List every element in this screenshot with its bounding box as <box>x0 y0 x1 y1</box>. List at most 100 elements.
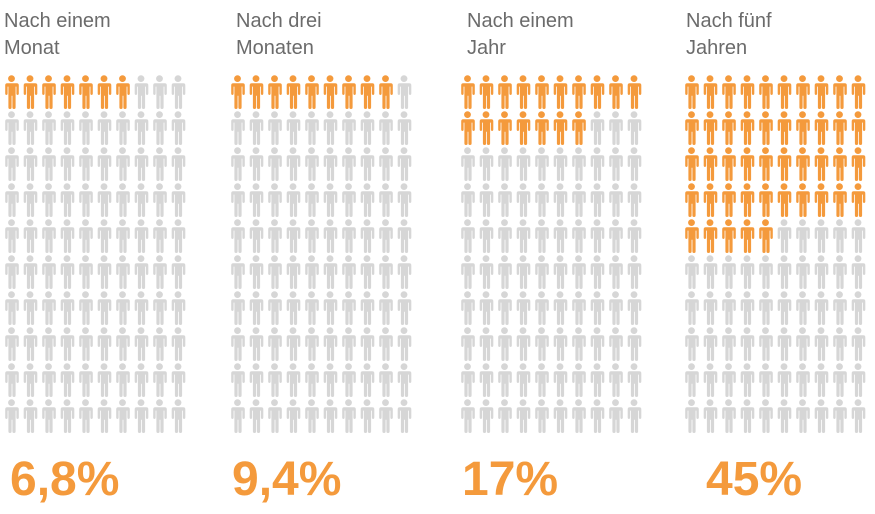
person-icon <box>609 291 623 325</box>
person-icon <box>97 363 112 397</box>
person-icon <box>703 255 718 289</box>
person-icon <box>360 183 375 217</box>
person-icon-highlighted <box>722 75 736 109</box>
person-icon <box>851 291 866 325</box>
person-icon <box>268 291 282 325</box>
person-icon <box>116 147 130 181</box>
person-icon <box>116 291 130 325</box>
person-icon <box>553 363 568 397</box>
person-icon <box>397 291 412 325</box>
person-icon-highlighted <box>851 75 866 109</box>
person-icon-highlighted <box>42 75 56 109</box>
person-icon <box>134 111 149 145</box>
person-icon <box>703 327 718 361</box>
person-icon <box>627 183 642 217</box>
person-icon <box>609 399 623 433</box>
person-icon <box>397 255 412 289</box>
person-icon <box>231 327 245 361</box>
person-icon <box>397 399 412 433</box>
person-icon <box>171 183 186 217</box>
person-icon-highlighted <box>759 75 773 109</box>
person-icon-highlighted <box>23 75 38 109</box>
person-icon <box>286 255 301 289</box>
person-icon-highlighted <box>814 75 829 109</box>
person-icon <box>740 327 755 361</box>
person-icon <box>479 291 494 325</box>
person-icon <box>323 399 338 433</box>
person-icon <box>305 183 319 217</box>
person-icon <box>42 219 56 253</box>
person-icon <box>305 399 319 433</box>
person-icon-highlighted <box>703 219 718 253</box>
person-icon <box>609 183 623 217</box>
person-icon-highlighted <box>461 75 475 109</box>
person-icon <box>323 291 338 325</box>
person-icon <box>323 219 338 253</box>
person-icon <box>479 219 494 253</box>
person-icon <box>703 291 718 325</box>
person-icon <box>609 363 623 397</box>
person-icon <box>5 219 19 253</box>
person-icon-highlighted <box>97 75 112 109</box>
person-icon <box>397 111 412 145</box>
person-icon <box>498 327 512 361</box>
people-grid <box>685 75 866 433</box>
person-icon <box>777 219 792 253</box>
person-icon <box>305 111 319 145</box>
person-icon-highlighted <box>685 219 699 253</box>
person-icon <box>851 399 866 433</box>
person-icon-highlighted <box>609 75 623 109</box>
person-icon <box>814 291 829 325</box>
person-icon <box>379 147 393 181</box>
person-icon-highlighted <box>479 75 494 109</box>
person-icon <box>79 291 93 325</box>
person-icon-highlighted <box>777 183 792 217</box>
person-icon <box>759 327 773 361</box>
person-icon <box>535 399 549 433</box>
person-icon-highlighted <box>851 147 866 181</box>
person-icon <box>535 255 549 289</box>
person-icon <box>286 291 301 325</box>
person-icon <box>60 183 75 217</box>
person-icon-highlighted <box>572 75 586 109</box>
person-icon-highlighted <box>685 111 699 145</box>
person-icon-highlighted <box>759 183 773 217</box>
person-icon <box>323 111 338 145</box>
person-icon <box>286 363 301 397</box>
person-icon <box>777 363 792 397</box>
person-icon-highlighted <box>268 75 282 109</box>
person-icon-highlighted <box>759 147 773 181</box>
person-icon <box>535 327 549 361</box>
person-icon-highlighted <box>796 75 810 109</box>
person-icon <box>740 363 755 397</box>
person-icon <box>286 327 301 361</box>
person-icon <box>79 255 93 289</box>
person-icon <box>23 147 38 181</box>
person-icon-highlighted <box>498 111 512 145</box>
person-icon <box>759 255 773 289</box>
person-icon-highlighted <box>685 75 699 109</box>
person-icon <box>231 363 245 397</box>
person-icon <box>553 399 568 433</box>
panel-value: 6,8% <box>10 453 120 506</box>
person-icon <box>722 327 736 361</box>
person-icon <box>814 327 829 361</box>
person-icon <box>171 291 186 325</box>
person-icon <box>268 255 282 289</box>
person-icon <box>590 183 605 217</box>
person-icon <box>249 291 264 325</box>
person-icon <box>360 255 375 289</box>
person-icon-highlighted <box>553 75 568 109</box>
person-icon <box>479 399 494 433</box>
panel-value: 17% <box>462 453 559 506</box>
person-icon <box>5 327 19 361</box>
person-icon <box>323 183 338 217</box>
person-icon <box>379 255 393 289</box>
person-icon <box>590 147 605 181</box>
person-icon <box>116 327 130 361</box>
person-icon <box>833 327 847 361</box>
person-icon-highlighted <box>703 147 718 181</box>
person-icon <box>777 255 792 289</box>
person-icon <box>153 219 167 253</box>
person-icon <box>42 363 56 397</box>
